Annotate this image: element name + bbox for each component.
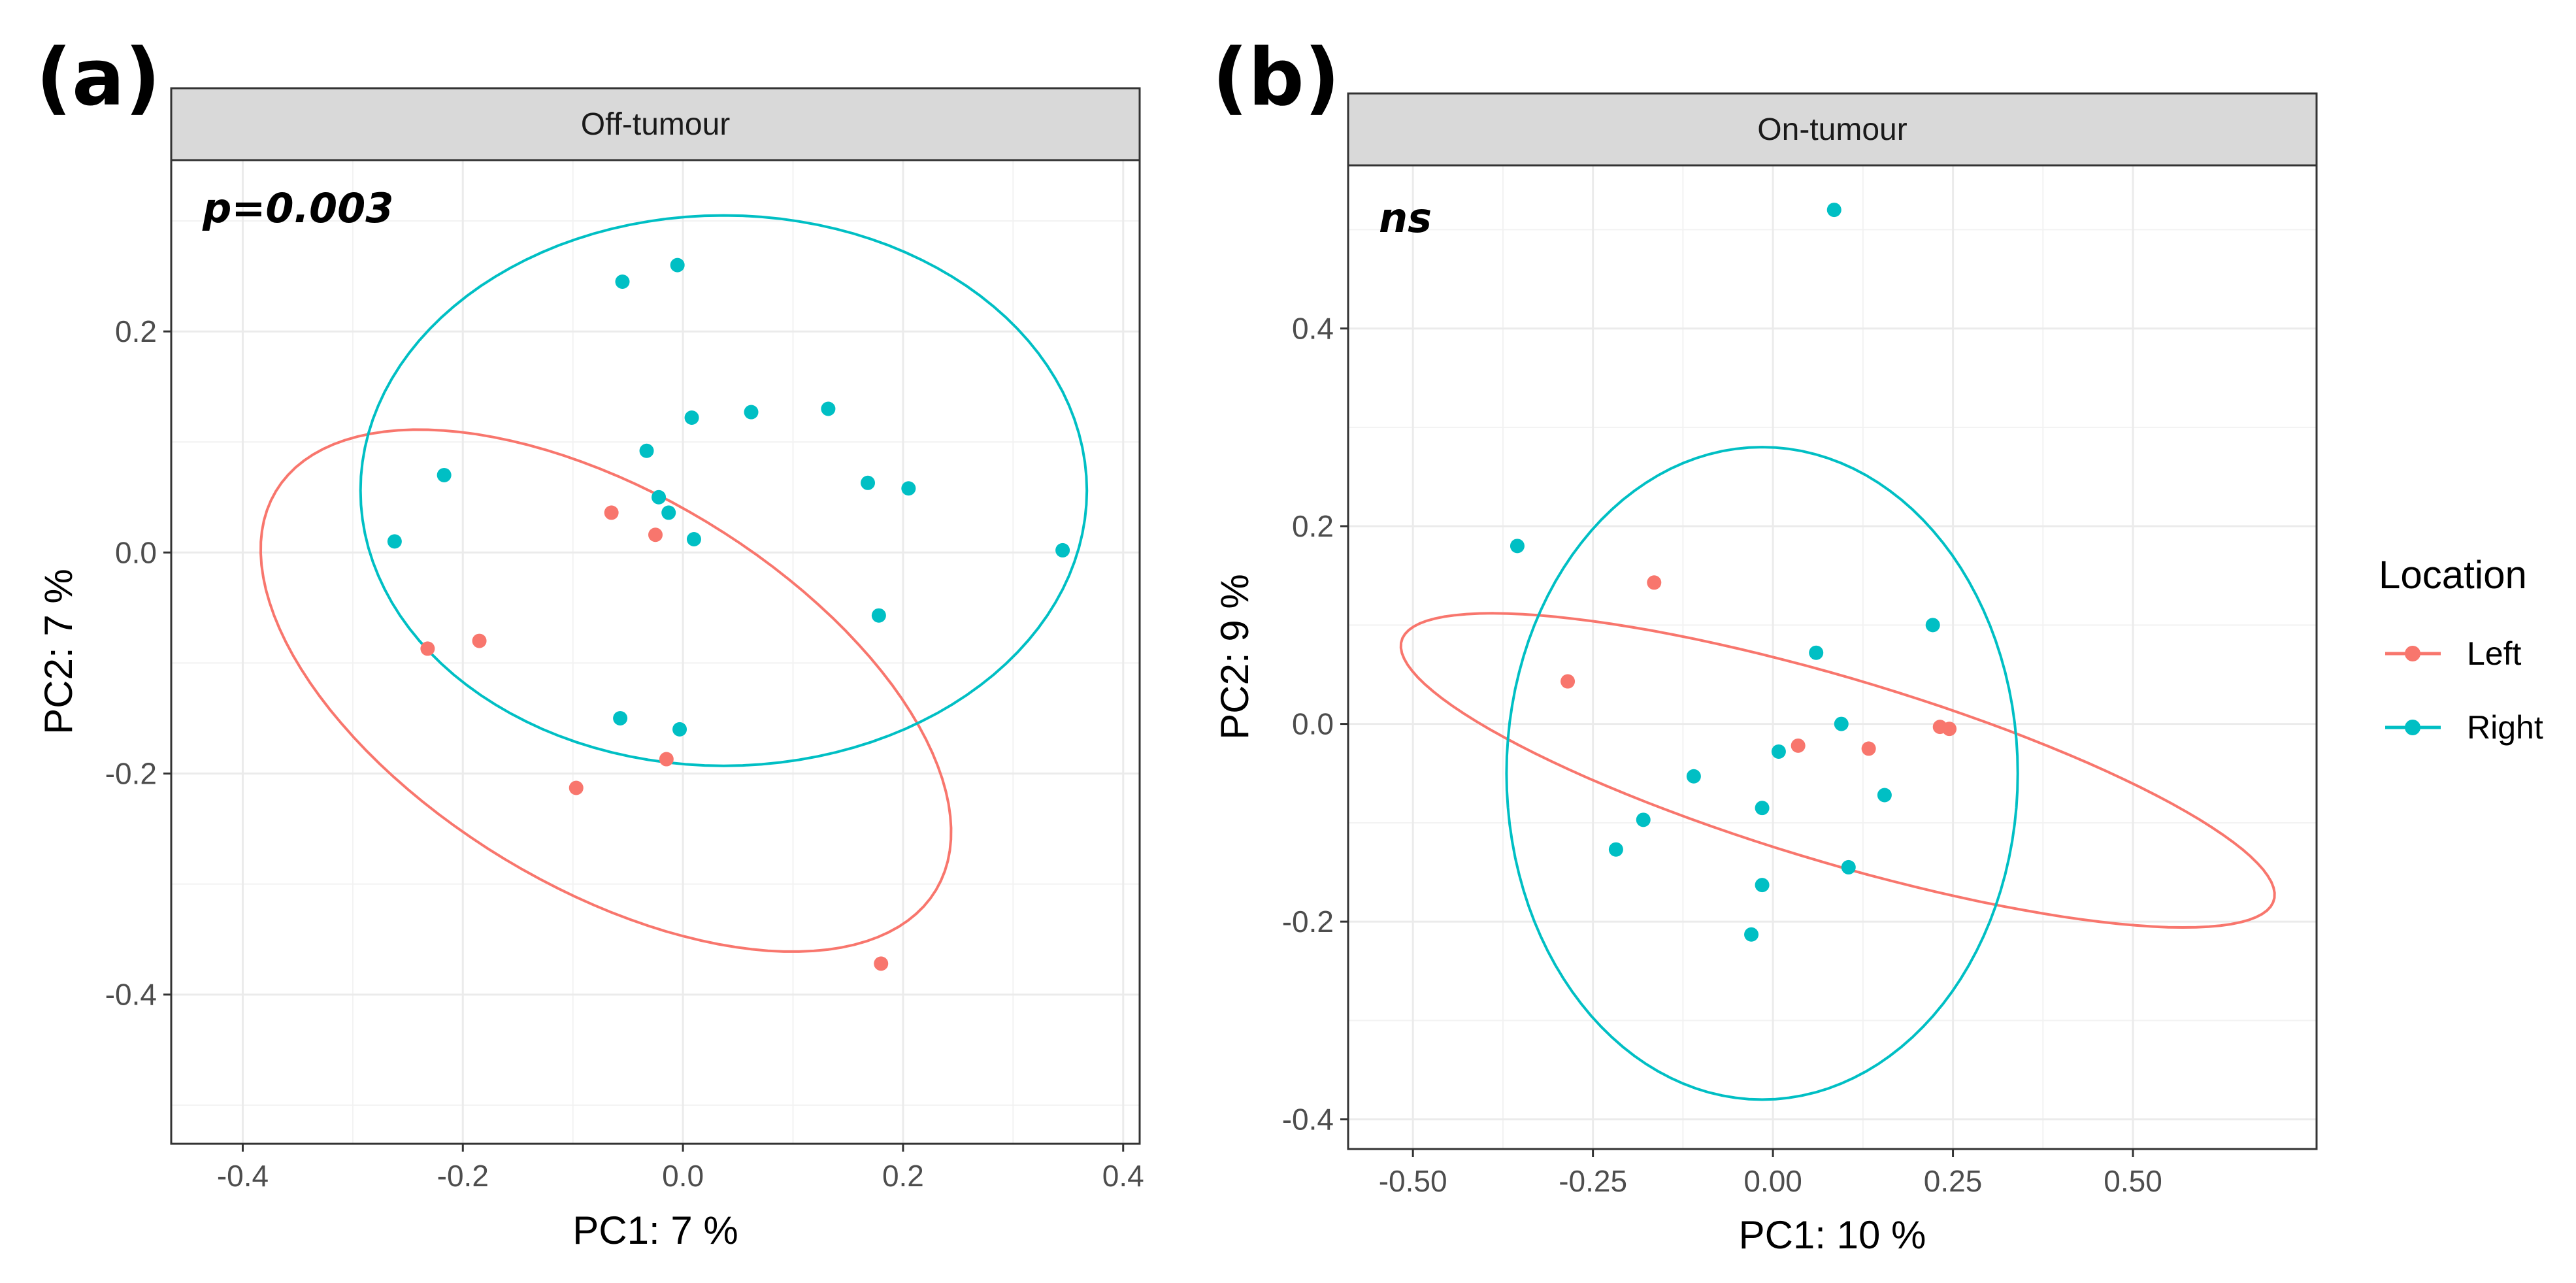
annotation-a: p=0.003 xyxy=(202,184,393,232)
y-tick-label: 0.0 xyxy=(115,535,157,569)
ticks-b: -0.50 -0.25 0.00 0.25 0.50 -0.4 -0.2 0.0 0.2 0.4 xyxy=(1282,312,2162,1198)
strip-title-b: On-tumour xyxy=(1757,112,1907,147)
point-right xyxy=(437,467,452,482)
strip-a xyxy=(170,87,1141,161)
y-tick-label: 0.4 xyxy=(1292,312,1334,346)
legend-item-right: Right xyxy=(2385,709,2543,746)
panel-b: (b) On-tumour -0.50 -0.25 0.00 0.25 0.50 -0.4… xyxy=(1212,33,2318,1257)
point-right xyxy=(1841,859,1856,875)
y-axis-title-a: PC2: 7 % xyxy=(37,569,80,734)
legend-title: Location xyxy=(2379,553,2527,597)
point-left xyxy=(472,633,487,648)
ellipse-left xyxy=(259,428,953,953)
x-tick-label: 0.50 xyxy=(2104,1164,2162,1198)
point-right xyxy=(1686,769,1701,784)
point-right xyxy=(1055,542,1070,558)
point-left xyxy=(1791,738,1806,753)
panel-a: (a) Off-tumour -0.4 -0.2 0.0 0.2 0.4 -0.4 -0.2… xyxy=(36,33,1144,1252)
point-right xyxy=(1771,744,1786,759)
x-tick-label: -0.2 xyxy=(437,1159,489,1193)
ellipse-right xyxy=(359,214,1089,767)
point-right xyxy=(661,505,676,520)
point-right xyxy=(1877,788,1892,803)
y-tick-label: -0.4 xyxy=(1282,1103,1334,1137)
y-tick-label: -0.2 xyxy=(1282,905,1334,939)
point-right xyxy=(1834,716,1849,731)
y-axis-title-b: PC2: 9 % xyxy=(1213,574,1257,739)
grid-a xyxy=(171,160,1140,1144)
strip-title-a: Off-tumour xyxy=(581,107,731,142)
point-right xyxy=(1744,927,1759,942)
strip-b xyxy=(1347,92,2318,167)
legend-item-left: Left xyxy=(2385,635,2522,672)
point-left xyxy=(659,752,674,767)
x-tick-label: 0.00 xyxy=(1743,1164,1802,1198)
x-tick-label: -0.4 xyxy=(217,1159,269,1193)
point-left xyxy=(1647,575,1662,590)
x-tick-label: 0.2 xyxy=(882,1159,924,1193)
point-right xyxy=(615,275,630,290)
points-a xyxy=(387,258,1070,971)
point-left xyxy=(420,641,435,656)
point-left xyxy=(648,527,663,542)
ticks-a: -0.4 -0.2 0.0 0.2 0.4 -0.4 -0.2 0.0 0.2 xyxy=(105,314,1144,1193)
point-right xyxy=(639,443,654,458)
point-right xyxy=(821,401,836,416)
point-right xyxy=(1809,645,1824,660)
point-right xyxy=(1510,539,1525,554)
plot-border-a xyxy=(170,159,1141,1145)
point-right xyxy=(901,481,916,496)
y-tick-label: 0.2 xyxy=(1292,509,1334,543)
points-b xyxy=(1510,203,1957,942)
point-right xyxy=(670,258,685,273)
point-right xyxy=(613,710,628,725)
point-right xyxy=(1755,801,1770,816)
panel-label-a: (a) xyxy=(36,33,161,124)
y-tick-label: 0.0 xyxy=(1292,707,1334,741)
point-right xyxy=(672,722,687,737)
annotation-b: ns xyxy=(1379,194,1432,242)
legend-label-right: Right xyxy=(2467,709,2543,746)
y-tick-label: -0.4 xyxy=(105,978,157,1012)
legend-key-left-dot xyxy=(2405,646,2420,661)
legend-label-left: Left xyxy=(2467,635,2522,672)
point-left xyxy=(874,956,889,971)
ellipses-b xyxy=(1399,446,2276,1101)
point-right xyxy=(1608,842,1623,857)
point-right xyxy=(871,608,886,623)
x-tick-label: -0.50 xyxy=(1379,1164,1447,1198)
point-right xyxy=(1755,878,1770,893)
ellipse-right xyxy=(1505,446,2019,1101)
ellipses-a xyxy=(259,214,1089,953)
point-left xyxy=(1942,722,1957,737)
x-axis-title-a: PC1: 7 % xyxy=(572,1208,738,1252)
legend-key-right-dot xyxy=(2405,720,2420,735)
point-right xyxy=(861,475,876,490)
point-right xyxy=(387,534,402,549)
x-tick-label: 0.25 xyxy=(1924,1164,1983,1198)
ellipse-left xyxy=(1399,612,2276,929)
point-right xyxy=(1925,618,1940,633)
point-right xyxy=(684,410,699,425)
point-right xyxy=(1636,812,1651,827)
x-axis-title-b: PC1: 10 % xyxy=(1739,1213,1926,1257)
y-tick-label: -0.2 xyxy=(105,757,157,791)
point-right xyxy=(652,490,667,505)
legend: Location Left Right xyxy=(2379,553,2543,746)
panel-label-b: (b) xyxy=(1212,33,1340,124)
grid-b xyxy=(1348,165,2317,1149)
plot-border-b xyxy=(1347,164,2318,1150)
point-left xyxy=(1861,741,1876,756)
point-right xyxy=(686,532,701,547)
point-left xyxy=(1560,674,1576,689)
y-tick-label: 0.2 xyxy=(115,314,157,348)
point-left xyxy=(604,505,619,520)
point-right xyxy=(744,405,759,420)
point-left xyxy=(569,780,584,795)
x-tick-label: 0.4 xyxy=(1102,1159,1144,1193)
point-right xyxy=(1826,203,1841,218)
x-tick-label: -0.25 xyxy=(1559,1164,1627,1198)
x-tick-label: 0.0 xyxy=(662,1159,704,1193)
